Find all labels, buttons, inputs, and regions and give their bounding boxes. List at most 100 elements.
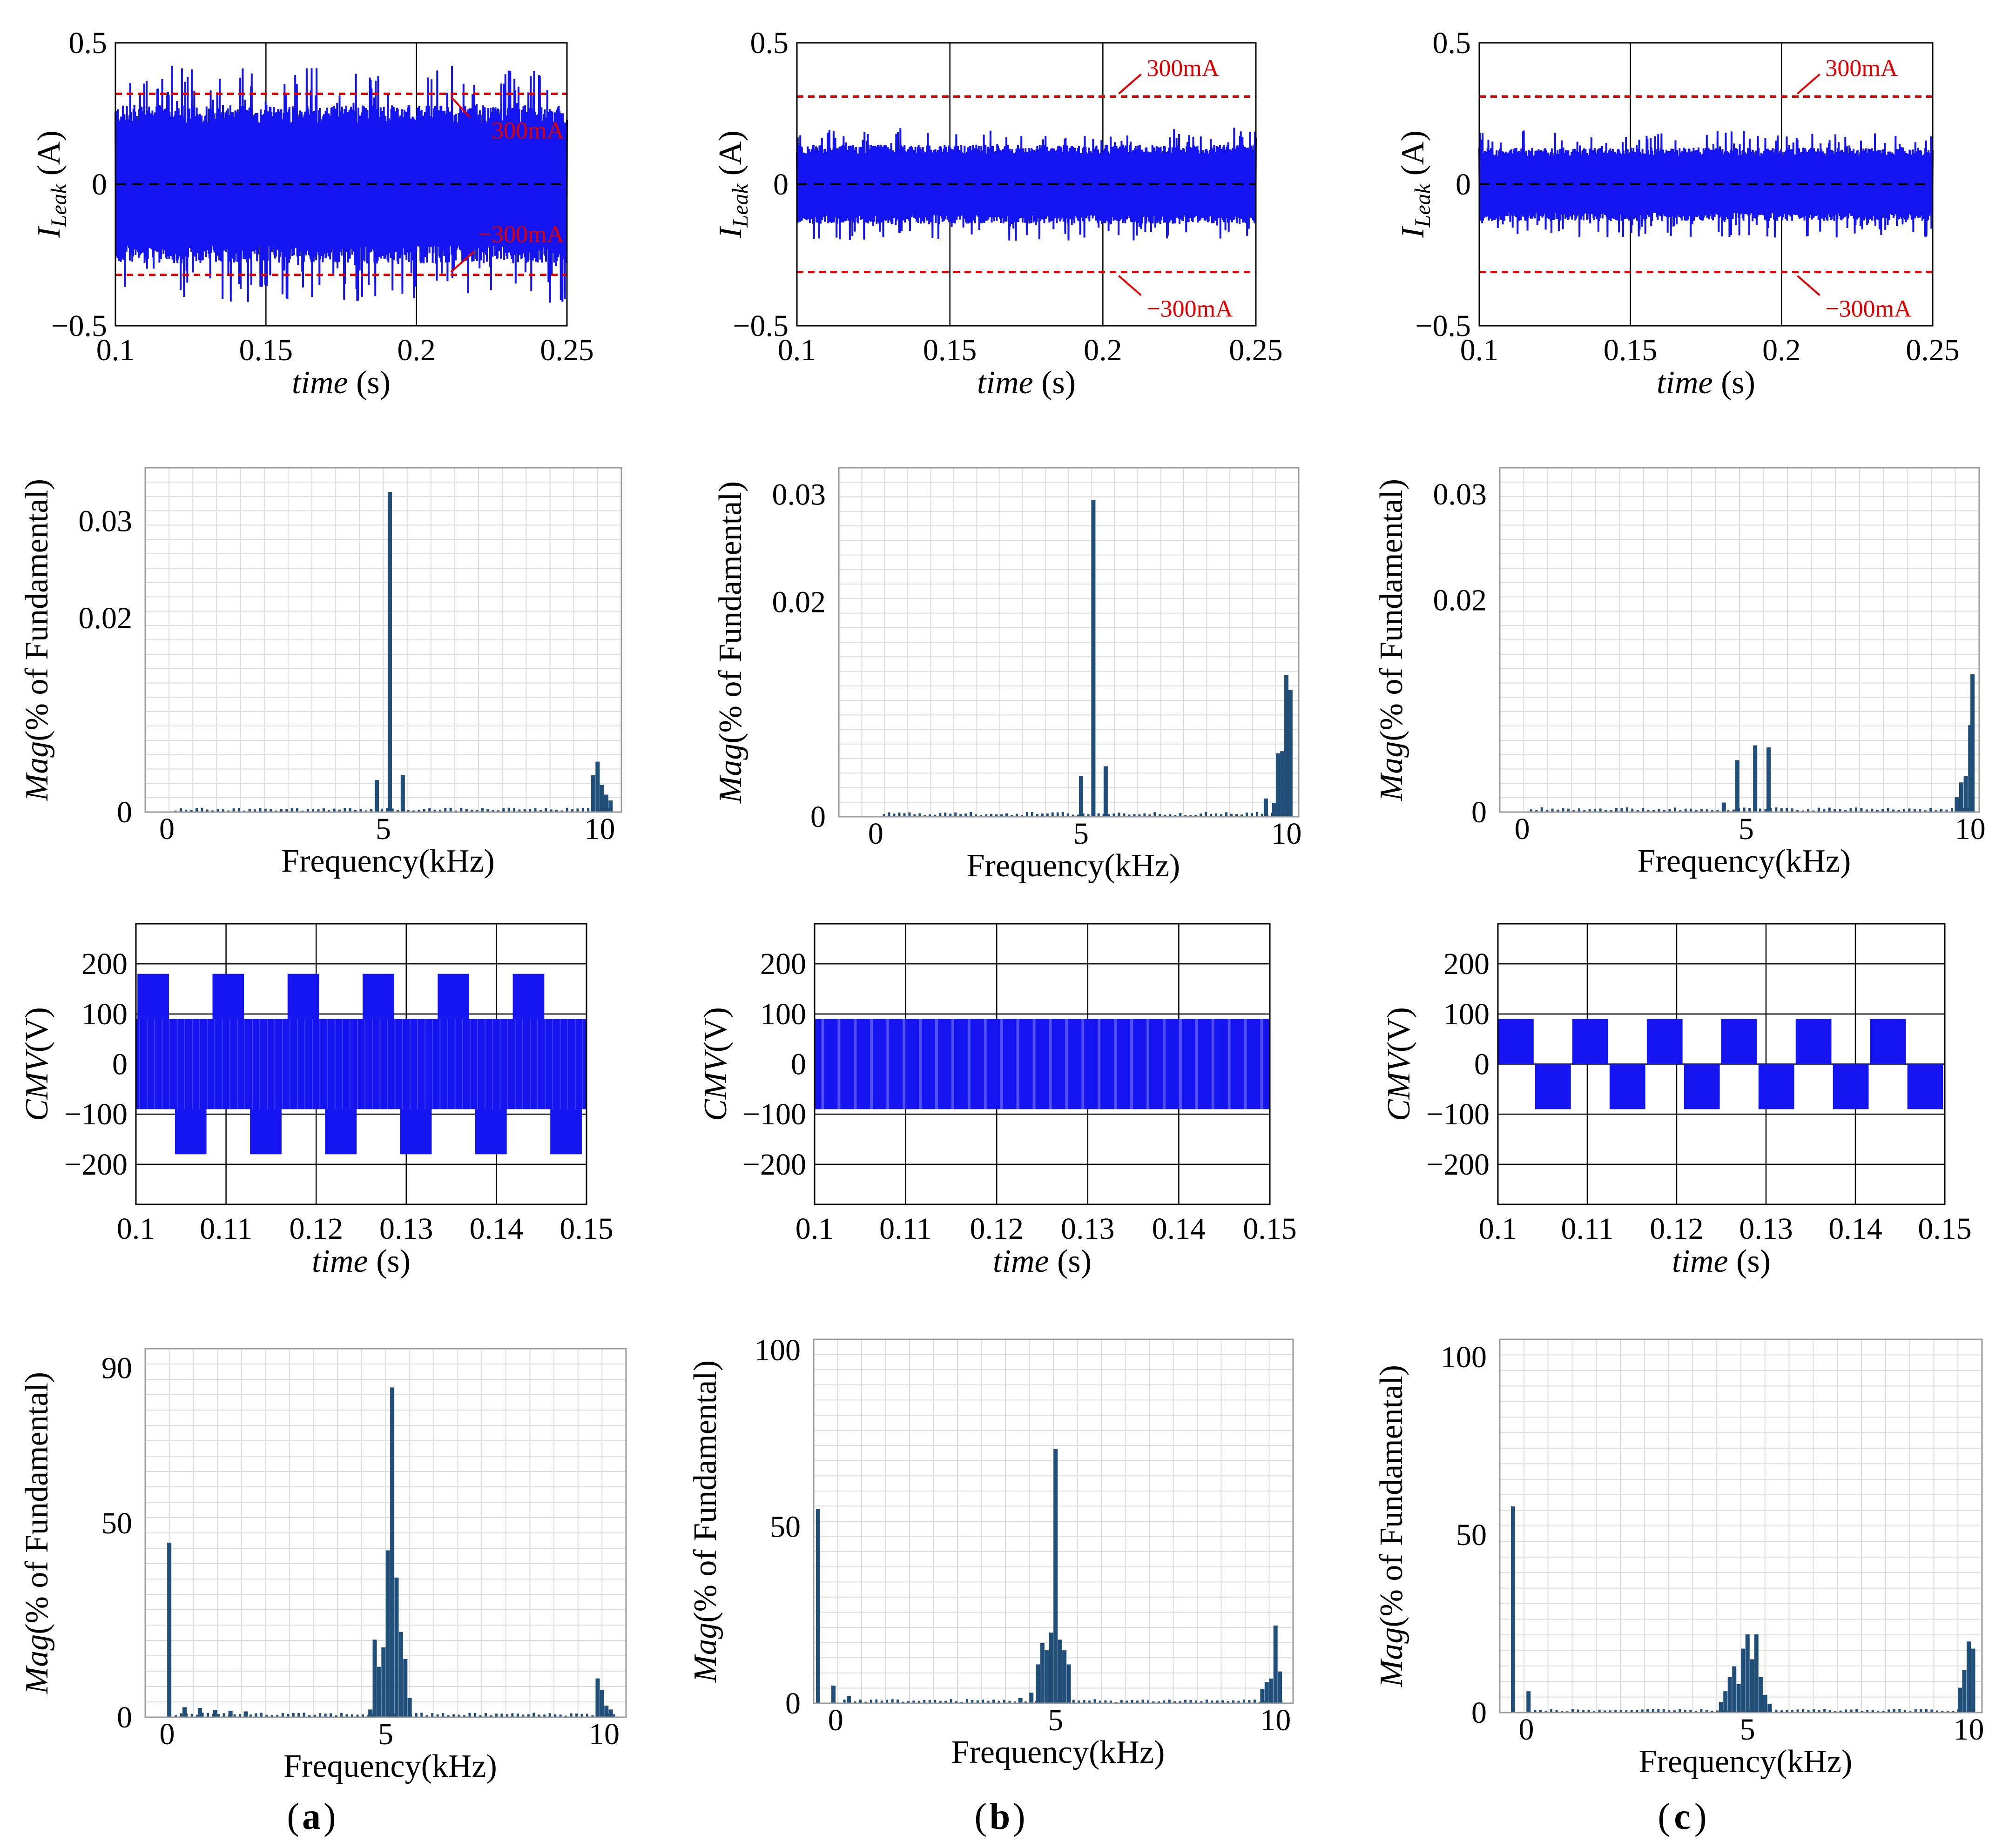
- svg-text:(: (: [287, 1796, 299, 1837]
- leak-fft-b-floor-bar: [913, 814, 916, 817]
- cmv-b-band: [815, 1019, 1270, 1109]
- leak-fft-b-floor-bar: [990, 813, 993, 817]
- leak-fft-c-floor-bar: [1732, 809, 1735, 812]
- cmv-a-ytick: 100: [81, 997, 128, 1031]
- leak-fft-c-floor-bar: [1796, 809, 1799, 812]
- leak-fft-b-floor-bar: [908, 812, 911, 817]
- cmv-c-pos-block: [1721, 1019, 1757, 1064]
- cmv-fft-a-floor-bar: [548, 1713, 551, 1717]
- leak-fft-b-floor-bar: [888, 812, 890, 817]
- cmv-fft-c-floor-bar: [1711, 1711, 1713, 1713]
- leak-fft-a-floor-bar: [455, 810, 458, 812]
- cmv-b-xtick: 0.15: [1243, 1212, 1297, 1246]
- cmv-fft-b-floor-bar: [1003, 1700, 1005, 1703]
- cmv-b-stripe: [951, 1019, 954, 1109]
- cmv-fft-a-floor-bar: [367, 1715, 370, 1717]
- cmv-fft-a-bar: [385, 1550, 390, 1717]
- leak-fft-a-bar: [595, 761, 600, 812]
- leak-fft-c-floor-bar: [1572, 810, 1575, 812]
- leak-c-xtick: 0.1: [1460, 333, 1499, 367]
- leak-fft-a-floor-bar: [391, 808, 394, 812]
- cmv-fft-a-bar: [398, 1632, 403, 1717]
- leak-fft-c-floor-bar: [1950, 808, 1953, 812]
- cmv-fft-b-bar: [1264, 1682, 1269, 1703]
- cmv-fft-a-ytick: 50: [101, 1506, 132, 1540]
- leak-a-arrow-upper: [450, 96, 471, 118]
- cmv-fft-b-floor-bar: [960, 1701, 963, 1703]
- leak-fft-a-xlabel: Frequency(kHz): [281, 843, 495, 879]
- cmv-c-neg-block: [1609, 1064, 1645, 1109]
- cmv-fft-c-floor-bar: [1845, 1709, 1847, 1713]
- cmv-a-band: [136, 1019, 587, 1109]
- leak-fft-b-floor-bar: [1000, 814, 1003, 817]
- leak-fft-a-ytick: 0.03: [79, 504, 133, 538]
- cmv-fft-b-floor-bar: [1242, 1699, 1245, 1703]
- cmv-b-stripe: [1032, 1019, 1036, 1109]
- leak-fft-a-floor-bar: [513, 808, 516, 812]
- leak-fft-b-floor-bar: [1118, 813, 1120, 817]
- leak-fft-c-floor-bar: [1913, 809, 1916, 812]
- leak-fft-c-floor-bar: [1801, 810, 1804, 812]
- cmv-c-xtick: 0.14: [1828, 1212, 1882, 1246]
- cmv-fft-b-floor-bar: [1200, 1701, 1203, 1703]
- cmv-c-ytick: −100: [1426, 1097, 1490, 1131]
- cmv-fft-a-xtick: 0: [159, 1717, 175, 1751]
- leak-fft-c-floor-bar: [1902, 809, 1905, 812]
- cmv-b-xtick: 0.12: [970, 1212, 1024, 1246]
- cmv-b-ytick: 200: [760, 947, 806, 981]
- cmv-fft-b-bar: [1036, 1664, 1040, 1703]
- cmv-a-top-block: [512, 974, 545, 1019]
- cmv-fft-c-series: [1511, 1506, 1975, 1713]
- leak-fft-b-floor-bar: [1153, 812, 1156, 817]
- leak-fft-b-floor-bar: [1051, 812, 1054, 817]
- cmv-b-stripe: [1179, 1019, 1182, 1109]
- leak-fft-c-floor-bar: [1892, 809, 1895, 812]
- leak-fft-b-floor-bar: [1123, 813, 1126, 817]
- cmv-fft-b-floor-bar: [939, 1700, 942, 1703]
- leak-fft-a-floor-bar: [507, 807, 510, 812]
- cmv-fft-c-floor-bar: [1652, 1708, 1654, 1713]
- cmv-fft-a-floor-bar: [303, 1713, 305, 1717]
- leak-fft-b-bar: [1091, 500, 1096, 817]
- cmv-fft-b-floor-bar: [1211, 1700, 1213, 1703]
- cmv-fft-b-floor-bar: [950, 1699, 952, 1703]
- cmv-fft-a-floor-bar: [238, 1714, 241, 1717]
- cmv-c-ytick: 100: [1443, 997, 1490, 1031]
- leak-fft-a-floor-bar: [364, 810, 367, 812]
- cmv-a-bottom-block: [400, 1109, 432, 1155]
- cmv-b-stripe: [903, 1019, 906, 1109]
- cmv-fft-a-ytick: 90: [101, 1351, 132, 1385]
- leak-fft-b-floor-bar: [1015, 813, 1018, 817]
- cmv-fft-c-bar: [1727, 1677, 1732, 1713]
- cmv-fft-c-bar: [1736, 1684, 1741, 1713]
- cmv-fft-a-bar: [377, 1667, 381, 1717]
- cmv-fft-b-floor-bar: [902, 1701, 904, 1703]
- cmv-fft-b-floor-bar: [1163, 1700, 1166, 1703]
- leak-fft-c-floor-bar: [1935, 810, 1937, 812]
- cmv-fft-c-floor-bar: [1689, 1709, 1692, 1713]
- cmv-c-ytick: −200: [1426, 1148, 1490, 1182]
- cmv-fft-b-floor-bar: [955, 1701, 957, 1703]
- cmv-fft-c-floor-bar: [1705, 1710, 1708, 1713]
- cmv-b-stripe: [1227, 1019, 1231, 1109]
- cmv-fft-a-bar: [167, 1542, 172, 1717]
- leak-fft-c-series: [1530, 674, 1975, 812]
- cmv-c-labels: CMV(V) 0.1 0.11 0.12 0.13 0.14 0.15 −200 −100 0 10…: [1381, 947, 1972, 1279]
- cmv-fft-c-floor-bar: [1877, 1711, 1880, 1713]
- cmv-fft-b-floor-bar: [854, 1701, 856, 1703]
- cmv-b-stripe: [1162, 1019, 1166, 1109]
- leak-fft-c-floor-bar: [1817, 807, 1820, 812]
- cmv-fft-c-floor-bar: [1716, 1710, 1719, 1713]
- cmv-fft-b-floor-bar: [1237, 1700, 1240, 1703]
- cmv-fft-b-floor-bar: [1152, 1701, 1155, 1703]
- cmv-fft-c-floor-bar: [1614, 1710, 1617, 1713]
- cmv-fft-c-floor-bar: [1834, 1711, 1837, 1713]
- leak-b-ytick: 0.5: [750, 26, 789, 60]
- leak-fft-c-frame: [1499, 467, 1980, 813]
- cmv-fft-b-ylabel: Mag(% of Fundamental): [688, 1360, 723, 1683]
- leak-fft-b-floor-bar: [1245, 813, 1248, 817]
- cmv-b-stripe: [1098, 1019, 1101, 1109]
- cmv-a-ytick: −100: [64, 1097, 128, 1131]
- cmv-fft-c-floor-bar: [1555, 1710, 1558, 1713]
- cmv-fft-c-bar: [1763, 1694, 1767, 1713]
